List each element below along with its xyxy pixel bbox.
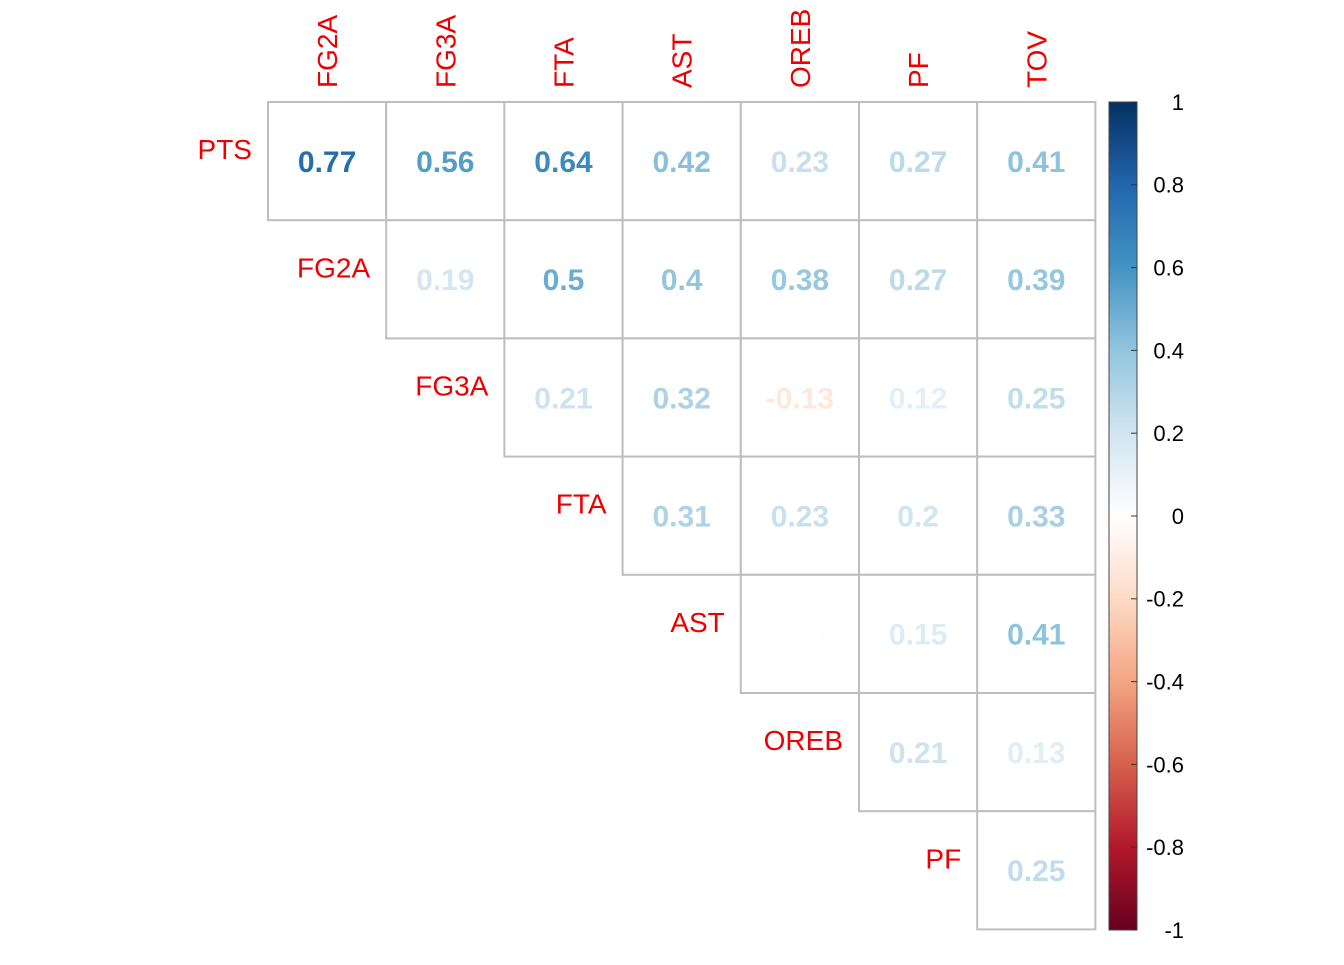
cell-value-label: 0.38 — [771, 264, 829, 297]
cell-value-label: 0.39 — [1007, 264, 1065, 297]
cell-value-label: 0.33 — [1007, 501, 1065, 534]
matrix-cell — [858, 101, 979, 222]
column-label: FG3A — [430, 15, 461, 88]
row-label: AST — [670, 607, 724, 638]
cell-value-label: 0.15 — [889, 619, 947, 652]
row-label: PTS — [198, 134, 252, 165]
matrix-cell — [976, 337, 1097, 458]
matrix-cell — [976, 573, 1097, 694]
cell-value-label: 0.25 — [1007, 855, 1065, 888]
matrix-cell — [976, 455, 1097, 576]
cell-value-label: 0.31 — [653, 501, 711, 534]
cell-value-label: 0.5 — [543, 264, 585, 297]
matrix-cell — [739, 455, 860, 576]
matrix-cell — [503, 337, 624, 458]
colorbar-tick-label: 1 — [1172, 90, 1184, 115]
matrix-cell — [739, 573, 860, 694]
colorbar-tick-label: -0.6 — [1146, 752, 1184, 777]
cell-value-label: 0.01 — [771, 619, 829, 652]
column-label: FTA — [549, 37, 580, 88]
row-label: FG2A — [297, 252, 370, 283]
column-label: AST — [667, 34, 698, 88]
row-label: FG3A — [415, 371, 488, 402]
cell-value-label: 0.23 — [771, 501, 829, 534]
cell-value-label: 0.42 — [653, 146, 711, 179]
matrix-cell — [385, 219, 506, 340]
column-label: TOV — [1021, 31, 1052, 88]
colorbar-tick-label: 0.4 — [1153, 338, 1184, 363]
cell-value-label: 0.23 — [771, 146, 829, 179]
matrix-cell — [621, 455, 742, 576]
row-label: OREB — [764, 725, 843, 756]
colorbar-tick-label: -1 — [1164, 918, 1184, 943]
colorbar-tick-label: -0.8 — [1146, 835, 1184, 860]
cell-value-label: 0.21 — [534, 382, 592, 415]
cell-value-label: 0.19 — [416, 264, 474, 297]
colorbar-tick-label: 0.2 — [1153, 421, 1184, 446]
matrix-cell — [503, 101, 624, 222]
cell-value-label: 0.4 — [661, 264, 703, 297]
cell-value-label: 0.41 — [1007, 146, 1065, 179]
column-label: PF — [903, 52, 934, 88]
colorbar-tick-label: -0.2 — [1146, 587, 1184, 612]
matrix-cell — [858, 337, 979, 458]
matrix-cell — [267, 101, 388, 222]
row-label: PF — [925, 843, 961, 874]
cell-value-label: 0.25 — [1007, 382, 1065, 415]
cell-value-label: 0.13 — [1007, 737, 1065, 770]
cell-value-label: 0.12 — [889, 382, 947, 415]
column-label: OREB — [785, 9, 816, 88]
colorbar-tick-label: 0 — [1172, 504, 1184, 529]
matrix-cell — [739, 337, 860, 458]
colorbar: 1 0.8 0.6 0.4 0.2 0 -0.2 -0.4 -0.6 -0.8 -1 — [1108, 90, 1184, 943]
matrix-cell — [621, 219, 742, 340]
matrix-cell — [858, 455, 979, 576]
colorbar-tick-label: 0.8 — [1153, 173, 1184, 198]
cell-value-label: 0.32 — [653, 382, 711, 415]
cell-value-label: 0.64 — [534, 146, 593, 179]
matrix-cell — [976, 692, 1097, 813]
matrix-cell — [858, 219, 979, 340]
cell-value-label: 0.41 — [1007, 619, 1065, 652]
cells-layer: 0.77 0.56 0.64 0.42 0.23 0.27 0.41 0.19 0.5 0.4 0.… — [267, 101, 1097, 931]
cell-value-label: 0.56 — [416, 146, 474, 179]
cell-value-label: 0.77 — [298, 146, 356, 179]
column-label: FG2A — [312, 15, 343, 88]
colorbar-tick-label: -0.4 — [1146, 670, 1184, 695]
row-label: FTA — [556, 489, 607, 520]
colorbar-tick-label: 0.6 — [1153, 256, 1184, 281]
cell-value-label: -0.13 — [766, 382, 834, 415]
cell-value-label: 0.27 — [889, 264, 947, 297]
matrix-cell — [976, 810, 1097, 931]
matrix-cell — [385, 101, 506, 222]
cell-value-label: 0.21 — [889, 737, 947, 770]
labels-layer: PTS FG2A FG3A FTA AST OREB PF FG2A FG3A FTA AST ORE… — [198, 9, 1053, 875]
cell-value-label: 0.27 — [889, 146, 947, 179]
cell-value-label: 0.2 — [897, 501, 939, 534]
